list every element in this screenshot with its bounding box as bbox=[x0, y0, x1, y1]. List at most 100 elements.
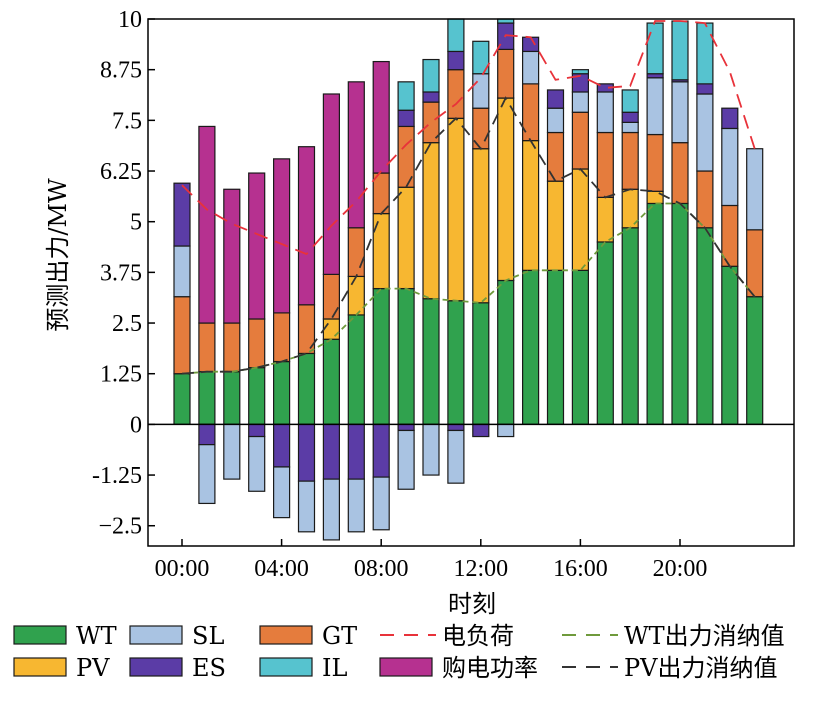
bar-sl-h21 bbox=[696, 93, 714, 172]
bar-neg-sl-h6 bbox=[322, 478, 340, 541]
x-axis: 00:00 04:00 08:00 12:00 16:00 20:00 bbox=[155, 539, 707, 582]
bar-neg-sl-h5 bbox=[297, 480, 316, 533]
y-tick-label: 0 bbox=[130, 412, 142, 438]
bar-buy-h8 bbox=[372, 60, 390, 174]
bar-es-h9 bbox=[397, 109, 415, 128]
bar-wt-h20 bbox=[671, 202, 689, 425]
bar-pv-h12 bbox=[472, 148, 490, 304]
x-tick-label: 16:00 bbox=[553, 556, 608, 582]
bar-gt-h4 bbox=[273, 312, 291, 363]
bar-pv-h8 bbox=[372, 212, 390, 290]
legend-item-wt: WT bbox=[13, 622, 117, 650]
y-axis-title: 预测出力/MW bbox=[44, 178, 72, 332]
x-tick-label: 04:00 bbox=[254, 556, 309, 582]
legend-item-es: ES bbox=[129, 654, 226, 682]
bar-es-h15 bbox=[546, 89, 565, 109]
bar-wt-h10 bbox=[422, 298, 440, 425]
bar-pv-h6 bbox=[322, 318, 340, 340]
bar-gt-h19 bbox=[646, 133, 664, 192]
bar-neg-es-h4 bbox=[273, 423, 291, 468]
y-tick-label: 2.5 bbox=[112, 311, 142, 337]
bar-sl-h0 bbox=[173, 245, 191, 298]
bar-sl-h16 bbox=[571, 91, 590, 113]
legend-label: GT bbox=[322, 622, 357, 650]
bar-wt-h12 bbox=[472, 302, 490, 425]
bar-wt-h18 bbox=[621, 227, 639, 425]
legend-label: IL bbox=[322, 654, 347, 682]
bar-gt-h16 bbox=[571, 111, 590, 170]
legend-swatch bbox=[259, 657, 313, 677]
bar-wt-h0 bbox=[173, 373, 191, 425]
y-tick-label: 3.75 bbox=[100, 260, 142, 286]
bar-es-h10 bbox=[422, 91, 440, 103]
bar-gt-h1 bbox=[198, 322, 216, 373]
bar-wt-h19 bbox=[646, 202, 664, 425]
legend-item-gt: GT bbox=[259, 622, 357, 650]
y-axis: −2.5 -1.25 0 1.25 2.5 3.75 5 6.25 7.5 8.75 10 bbox=[92, 7, 155, 540]
bar-wt-h3 bbox=[248, 367, 266, 425]
bar-sl-h19 bbox=[646, 77, 664, 136]
legend-label: PV bbox=[76, 654, 110, 682]
y-tick-label: 5 bbox=[130, 210, 142, 236]
bar-gt-h17 bbox=[596, 131, 614, 198]
bar-neg-es-h12 bbox=[472, 423, 490, 438]
legend-label: ES bbox=[192, 654, 226, 682]
bar-wt-h13 bbox=[497, 279, 515, 425]
bar-neg-sl-h11 bbox=[447, 429, 465, 484]
bar-buy-h6 bbox=[322, 93, 340, 275]
bar-wt-h16 bbox=[571, 269, 590, 425]
bar-il-h19 bbox=[646, 22, 664, 75]
lines-layer bbox=[181, 20, 756, 375]
bar-neg-sl-h2 bbox=[223, 423, 241, 480]
bar-wt-h4 bbox=[273, 360, 291, 425]
bar-wt-h8 bbox=[372, 287, 390, 425]
bar-gt-h7 bbox=[347, 227, 365, 278]
bar-pv-h7 bbox=[347, 275, 365, 316]
legend-label: 电负荷 bbox=[442, 622, 514, 650]
bar-gt-h18 bbox=[621, 131, 639, 190]
bar-wt-h1 bbox=[198, 371, 216, 425]
bar-buy-h5 bbox=[297, 146, 316, 306]
bar-neg-sl-h3 bbox=[248, 435, 266, 492]
bar-pv-h9 bbox=[397, 186, 415, 290]
bar-neg-sl-h9 bbox=[397, 429, 415, 490]
legend-swatch bbox=[129, 625, 183, 645]
legend-item-il: IL bbox=[259, 654, 347, 682]
bar-wt-h17 bbox=[596, 241, 614, 425]
bar-sl-h14 bbox=[521, 50, 540, 85]
bar-il-h12 bbox=[472, 40, 490, 75]
legend-item-pv: PV bbox=[13, 654, 110, 682]
bar-il-h21 bbox=[696, 22, 714, 85]
bar-neg-sl-h10 bbox=[422, 423, 440, 476]
bar-sl-h20 bbox=[671, 81, 689, 144]
bar-neg-es-h9 bbox=[397, 423, 415, 432]
bar-es-h0 bbox=[173, 182, 191, 247]
line-wt_use bbox=[181, 202, 756, 375]
bar-neg-sl-h7 bbox=[347, 478, 365, 533]
bar-neg-es-h5 bbox=[297, 423, 316, 482]
bar-neg-sl-h4 bbox=[273, 466, 291, 519]
bar-sl-h22 bbox=[721, 127, 739, 207]
bar-il-h16 bbox=[571, 69, 590, 75]
bar-buy-h7 bbox=[347, 81, 365, 229]
x-tick-label: 00:00 bbox=[155, 556, 210, 582]
legend-item-buy: 购电功率 bbox=[379, 654, 538, 682]
bar-es-h18 bbox=[621, 111, 639, 123]
bar-es-h11 bbox=[447, 50, 465, 71]
bar-wt-h5 bbox=[297, 352, 316, 425]
legend: WT SL GT 电负荷 WT出力消纳值 PV ES IL 购电功率 PV出力消纳值 bbox=[13, 622, 785, 682]
bar-sl-h23 bbox=[746, 148, 764, 231]
legend-label: SL bbox=[192, 622, 224, 650]
bar-neg-es-h6 bbox=[322, 423, 340, 480]
y-tick-label: 1.25 bbox=[100, 362, 142, 388]
legend-item-load: 电负荷 bbox=[380, 622, 514, 650]
legend-label: 购电功率 bbox=[442, 654, 538, 682]
bar-gt-h3 bbox=[248, 318, 266, 369]
bar-pv-h16 bbox=[571, 168, 590, 271]
bar-sl-h12 bbox=[472, 73, 490, 109]
x-tick-label: 08:00 bbox=[354, 556, 409, 582]
bar-es-h14 bbox=[521, 36, 540, 53]
line-load bbox=[181, 20, 756, 256]
legend-label: PV出力消纳值 bbox=[624, 654, 777, 682]
